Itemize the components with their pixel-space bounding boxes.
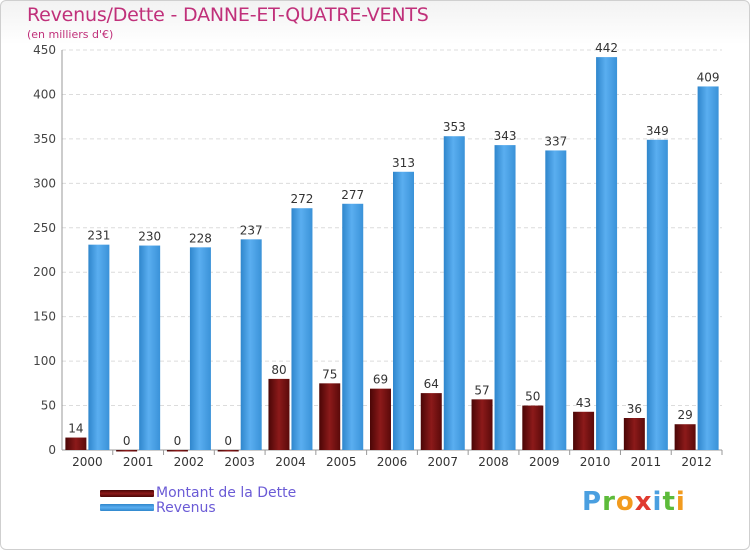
- data-label-revenue: 353: [443, 120, 466, 134]
- data-label-debt: 80: [271, 363, 286, 377]
- legend-label-revenue: Revenus: [156, 500, 216, 516]
- bar-revenue: [494, 145, 516, 450]
- y-tick-label: 100: [33, 354, 56, 368]
- data-label-revenue: 349: [646, 124, 669, 138]
- bar-revenue: [139, 245, 161, 450]
- data-label-debt: 0: [174, 434, 182, 448]
- bar-revenue: [596, 57, 618, 450]
- data-label-revenue: 343: [494, 129, 517, 143]
- y-tick-label: 200: [33, 265, 56, 279]
- bar-revenue: [88, 244, 110, 450]
- data-label-debt: 69: [373, 373, 388, 387]
- data-label-debt: 0: [123, 434, 131, 448]
- x-tick-label: 2002: [174, 455, 205, 469]
- bar-debt: [471, 399, 493, 450]
- data-label-debt: 57: [474, 383, 489, 397]
- x-tick-label: 2000: [72, 455, 103, 469]
- bar-revenue: [393, 171, 414, 450]
- data-label-debt: 14: [68, 422, 83, 436]
- bar-debt: [65, 437, 87, 450]
- data-label-debt: 29: [677, 408, 692, 422]
- chart-subtitle: (en milliers d'€): [27, 28, 114, 41]
- x-tick-label: 2010: [580, 455, 611, 469]
- x-tick-label: 2012: [681, 455, 712, 469]
- label-layer: 0501001502002503003504004502000142312001…: [33, 41, 719, 469]
- bar-debt: [319, 383, 341, 450]
- x-tick-label: 2011: [631, 455, 662, 469]
- legend-swatch-revenue: [100, 504, 154, 511]
- y-tick-label: 0: [48, 443, 56, 457]
- data-label-debt: 75: [322, 367, 337, 381]
- bar-debt: [268, 378, 290, 450]
- bar-revenue: [545, 150, 567, 450]
- data-label-revenue: 230: [138, 230, 161, 244]
- bar-debt: [573, 411, 595, 450]
- y-tick-label: 400: [33, 87, 56, 101]
- bar-layer: [65, 57, 719, 452]
- bar-revenue: [240, 239, 262, 450]
- bar-revenue: [646, 139, 668, 450]
- data-label-debt: 50: [525, 390, 540, 404]
- data-label-revenue: 231: [87, 229, 110, 243]
- bar-revenue: [443, 136, 465, 450]
- bar-revenue: [291, 208, 313, 450]
- y-tick-label: 450: [33, 43, 56, 57]
- data-label-debt: 36: [627, 402, 642, 416]
- y-tick-label: 350: [33, 132, 56, 146]
- data-label-revenue: 237: [240, 223, 263, 237]
- bar-debt: [217, 450, 239, 452]
- data-label-revenue: 277: [341, 188, 364, 202]
- data-label-revenue: 409: [697, 70, 720, 84]
- data-label-debt: 0: [224, 434, 232, 448]
- data-label-revenue: 337: [544, 134, 567, 148]
- bar-revenue: [189, 247, 211, 450]
- grid-layer: [61, 49, 723, 455]
- bar-revenue: [697, 86, 719, 450]
- x-tick-label: 2008: [478, 455, 509, 469]
- x-tick-label: 2006: [377, 455, 408, 469]
- proxiti-logo: Proxiti: [582, 487, 686, 517]
- legend-swatch-debt: [100, 490, 154, 497]
- data-label-revenue: 442: [595, 41, 618, 55]
- x-tick-label: 2003: [224, 455, 255, 469]
- bar-debt: [166, 450, 188, 452]
- x-tick-label: 2009: [529, 455, 560, 469]
- bar-debt: [674, 424, 696, 450]
- data-label-revenue: 228: [189, 231, 212, 245]
- bar-debt: [623, 418, 645, 450]
- data-label-revenue: 313: [392, 156, 415, 170]
- bar-debt: [370, 388, 391, 450]
- y-tick-label: 150: [33, 310, 56, 324]
- data-label-debt: 64: [424, 377, 439, 391]
- x-tick-label: 2004: [275, 455, 306, 469]
- x-tick-label: 2001: [123, 455, 154, 469]
- legend-label-debt: Montant de la Dette: [156, 485, 297, 501]
- y-tick-label: 250: [33, 221, 56, 235]
- x-tick-label: 2005: [326, 455, 357, 469]
- chart-title: Revenus/Dette - DANNE-ET-QUATRE-VENTS: [27, 4, 429, 26]
- y-tick-label: 50: [41, 399, 56, 413]
- bar-debt: [420, 393, 442, 450]
- bar-debt: [522, 405, 544, 450]
- data-label-debt: 43: [576, 396, 591, 410]
- bar-debt: [116, 450, 138, 452]
- y-tick-label: 300: [33, 176, 56, 190]
- data-label-revenue: 272: [291, 192, 314, 206]
- bar-revenue: [342, 203, 364, 450]
- x-tick-label: 2007: [427, 455, 458, 469]
